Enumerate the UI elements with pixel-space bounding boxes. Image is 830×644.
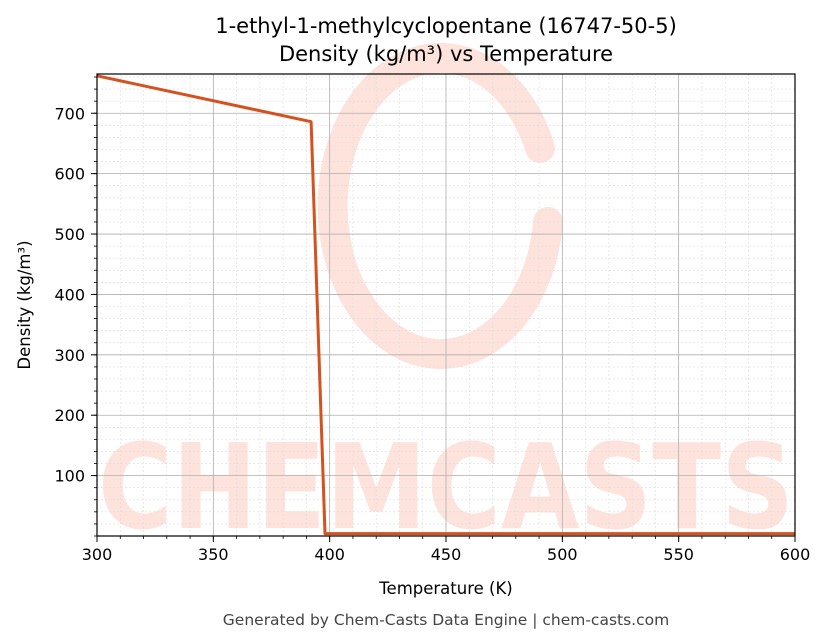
y-tick-label: 600 bbox=[54, 165, 85, 184]
y-axis-label: Density (kg/m³) bbox=[15, 240, 34, 369]
y-tick-label: 200 bbox=[54, 406, 85, 425]
x-axis-label: Temperature (K) bbox=[378, 579, 512, 598]
series-layer bbox=[96, 74, 795, 536]
y-tick-label: 400 bbox=[54, 285, 85, 304]
watermark-c-swirl-icon bbox=[317, 43, 563, 369]
density-series-line bbox=[96, 74, 795, 536]
x-tick-label: 550 bbox=[663, 545, 694, 564]
x-tick-label: 500 bbox=[547, 545, 578, 564]
chart-title: 1-ethyl-1-methylcyclopentane (16747-50-5… bbox=[215, 14, 677, 38]
x-tick-labels: 300 350 400 450 500 550 600 bbox=[82, 545, 811, 564]
y-tick-label: 100 bbox=[54, 467, 85, 486]
x-tick-label: 400 bbox=[314, 545, 345, 564]
y-tick-label: 700 bbox=[54, 104, 85, 123]
y-tick-label: 500 bbox=[54, 225, 85, 244]
x-tick-label: 350 bbox=[198, 545, 229, 564]
x-tick-label: 450 bbox=[431, 545, 462, 564]
x-tick-label: 300 bbox=[82, 545, 113, 564]
x-tick-label: 600 bbox=[780, 545, 811, 564]
footer-credit: Generated by Chem-Casts Data Engine | ch… bbox=[223, 611, 669, 629]
y-tick-labels: 100 200 300 400 500 600 700 bbox=[54, 104, 85, 485]
major-grid bbox=[96, 74, 796, 536]
chart-subtitle: Density (kg/m³) vs Temperature bbox=[279, 42, 613, 66]
axis-ticks bbox=[91, 76, 796, 542]
y-tick-label: 300 bbox=[54, 346, 85, 365]
